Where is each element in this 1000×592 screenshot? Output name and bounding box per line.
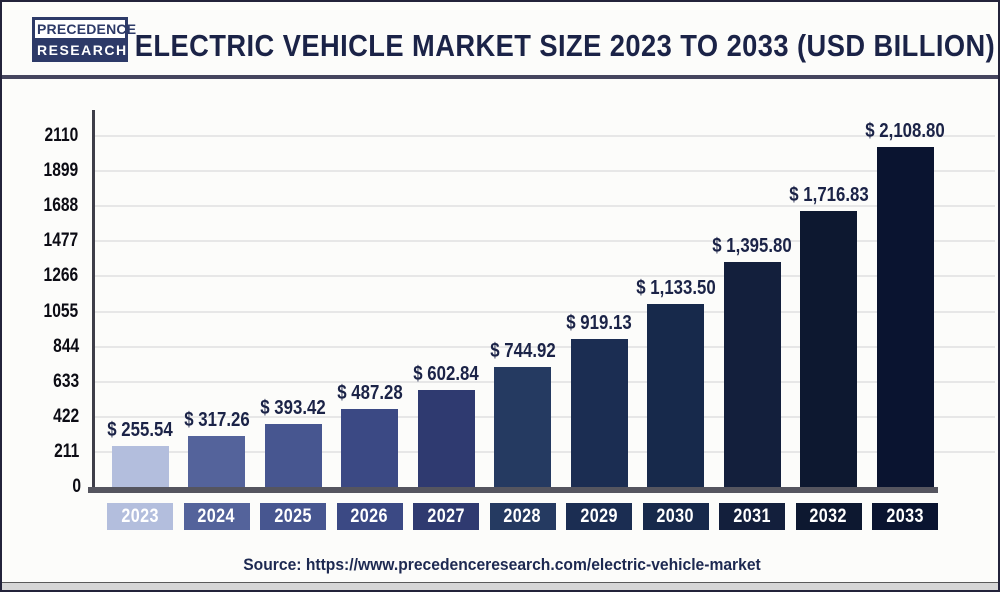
precedence-research-logo: PRECEDENCE RESEARCH [32,17,136,62]
bar-2030 [647,304,704,487]
bar-2027 [417,389,475,487]
bar-2033 [876,147,934,487]
bar-2026 [341,408,398,487]
y-axis-tick-label: 633 [53,370,80,392]
x-axis-tick-label: 2024 [197,505,236,527]
x-axis-tick-label: 2023 [121,505,159,527]
bar-value-label: $ 1,395.80 [712,235,792,258]
bar-chart: 0 211 422 633 844 1055 1266 1477 1688 1899 2110 $ 2… [2,79,998,539]
x-axis-tick-label: 2027 [427,505,465,527]
x-axis-tick-label: 2026 [350,505,389,527]
y-axis-tick-label: 2110 [44,125,79,146]
bar-value-label: $ 317.26 [183,408,250,431]
bar-value-label: $ 255.54 [107,418,173,441]
y-axis-tick-label: 1899 [43,160,79,182]
y-axis-tick-label: 1688 [43,195,79,217]
y-axis-tick-label: 422 [53,405,80,427]
gridline [94,345,995,348]
x-axis-tick-label: 2032 [809,505,848,527]
bar-value-label: $ 2,108.80 [865,120,945,143]
y-axis-tick-label: 0 [72,476,82,497]
bar-value-label: $ 393.42 [260,396,326,419]
x-axis-tick-label: 2028 [503,505,542,527]
x-axis-tick-label: 2031 [733,505,771,527]
header-divider [2,75,998,79]
bar-2029 [570,339,628,487]
bar-2031 [723,262,781,487]
gridline [94,240,995,243]
x-axis-tick-2029: 2029 [566,503,632,530]
gridline [94,310,995,313]
x-axis-tick-2025: 2025 [260,503,326,530]
x-axis-line [88,487,938,493]
x-axis-tick-label: 2030 [656,505,695,527]
bar-value-label: $ 602.84 [413,362,479,385]
bar-value-label: $ 487.28 [336,381,403,404]
x-axis-tick-2024: 2024 [183,503,250,530]
bottom-strip [2,582,998,590]
bar-2028 [494,367,551,487]
x-axis-tick-2031: 2031 [719,503,785,530]
bar-2023 [111,445,169,487]
x-axis-tick-label: 2025 [274,505,312,527]
header: PRECEDENCE RESEARCH ELECTRIC VEHICLE MAR… [2,2,998,75]
x-axis-tick-2027: 2027 [413,503,479,530]
bar-2025 [264,423,322,487]
gridline [94,135,995,137]
gridline [94,275,995,278]
x-axis-tick-label: 2033 [886,505,924,527]
x-axis-tick-2030: 2030 [642,503,709,530]
x-axis-tick-2033: 2033 [872,503,938,530]
y-axis-tick-label: 211 [54,440,80,462]
y-axis-tick-label: 844 [53,335,80,357]
y-axis-tick-label: 1477 [43,230,79,252]
logo-line-research: RESEARCH [32,41,128,62]
logo-line-precedence: PRECEDENCE [32,17,136,41]
y-axis-tick-label: 1055 [43,300,79,322]
bar-value-label: $ 919.13 [566,312,632,334]
x-axis-tick-2023: 2023 [107,503,173,530]
gridline [94,170,995,173]
x-axis-tick-2028: 2028 [489,503,556,530]
y-axis-line [92,110,95,493]
bar-value-label: $ 1,716.83 [788,183,869,206]
bar-2032 [800,210,857,487]
bar-value-label: $ 1,133.50 [635,277,716,300]
chart-title: ELECTRIC VEHICLE MARKET SIZE 2023 TO 203… [134,28,996,63]
x-axis-tick-label: 2029 [580,505,618,527]
bar-value-label: $ 744.92 [489,340,556,363]
x-axis-tick-2032: 2032 [795,503,862,530]
gridline [94,205,995,208]
bar-2024 [188,435,245,487]
x-axis-tick-2026: 2026 [336,503,403,530]
source-link[interactable]: Source: https://www.precedenceresearch.c… [243,555,761,574]
y-axis-tick-label: 1266 [43,265,79,287]
